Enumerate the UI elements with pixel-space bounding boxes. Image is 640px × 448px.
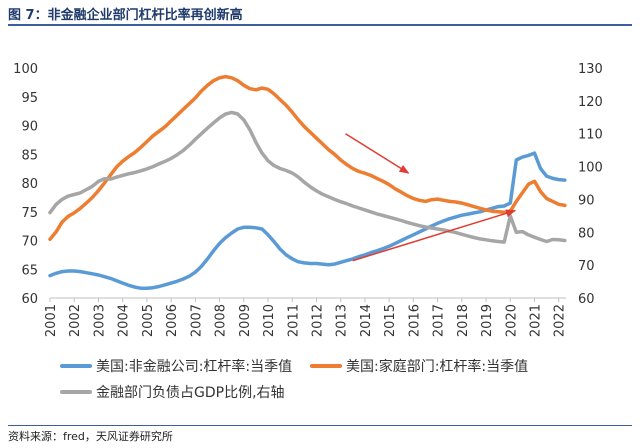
x-axis-tick-label: 2006 — [165, 304, 180, 337]
right-axis-tick-label: 90 — [578, 193, 595, 208]
x-axis-tick-label: 2016 — [407, 304, 422, 337]
x-axis-tick-label: 2009 — [238, 304, 253, 337]
x-axis-tick-label: 2017 — [432, 304, 447, 337]
x-axis-tick-label: 2005 — [141, 304, 156, 337]
left-axis-tick-label: 95 — [21, 91, 38, 106]
legend-label-3: 金融部门负债占GDP比例,右轴 — [96, 385, 285, 401]
series-line-2 — [48, 74, 567, 242]
x-axis-tick-label: 2020 — [504, 304, 519, 337]
source-note: 资料来源：fred，天风证券研究所 — [8, 430, 173, 443]
right-axis-tick-label: 80 — [578, 226, 595, 241]
right-axis-tick-label: 120 — [578, 95, 603, 110]
left-axis-tick-label: 90 — [21, 120, 38, 135]
trend-arrow-down — [345, 133, 410, 174]
right-axis-tick-label: 130 — [578, 62, 603, 77]
trend-arrow-up — [352, 209, 517, 262]
x-axis-tick-label: 2001 — [44, 304, 59, 337]
series-line-3 — [48, 110, 567, 244]
x-axis-tick-label: 2007 — [189, 304, 204, 337]
x-axis-tick-label: 2003 — [92, 304, 107, 337]
x-axis-tick-label: 2012 — [310, 304, 325, 337]
title-divider — [8, 24, 632, 26]
x-axis-tick-label: 2004 — [117, 304, 132, 337]
figure-title: 图 7：非金融企业部门杠杆比率再创新高 — [8, 8, 243, 23]
right-axis-tick-label: 100 — [578, 161, 603, 176]
x-axis-tick-label: 2022 — [553, 304, 568, 337]
x-axis-tick-label: 2002 — [68, 304, 83, 337]
x-axis-tick-label: 2018 — [456, 304, 471, 337]
legend-label-1: 美国:非金融公司:杠杆率:当季值 — [96, 358, 292, 375]
x-axis-tick-label: 2013 — [335, 304, 350, 337]
right-axis-tick-label: 60 — [578, 292, 595, 307]
x-axis-tick-label: 2011 — [286, 304, 301, 337]
left-axis-tick-label: 65 — [21, 263, 38, 278]
legend-label-2: 美国:家庭部门:杠杆率:当季值 — [346, 358, 528, 375]
left-axis-tick-label: 85 — [21, 148, 38, 163]
x-axis-tick-label: 2008 — [214, 304, 229, 337]
series-line-1 — [48, 151, 567, 290]
x-axis-tick-label: 2021 — [529, 304, 544, 337]
left-axis-tick-label: 100 — [13, 62, 38, 77]
x-axis-tick-label: 2010 — [262, 304, 277, 337]
left-axis-tick-label: 60 — [21, 292, 38, 307]
x-axis-tick-label: 2015 — [383, 304, 398, 337]
left-axis-tick-label: 75 — [21, 206, 38, 221]
x-axis-tick-label: 2014 — [359, 304, 374, 337]
right-axis-tick-label: 70 — [578, 259, 595, 274]
left-axis-tick-label: 70 — [21, 235, 38, 250]
source-divider — [8, 425, 632, 426]
x-axis-tick-label: 2019 — [480, 304, 495, 337]
right-axis-tick-label: 110 — [578, 128, 603, 143]
left-axis-tick-label: 80 — [21, 177, 38, 192]
